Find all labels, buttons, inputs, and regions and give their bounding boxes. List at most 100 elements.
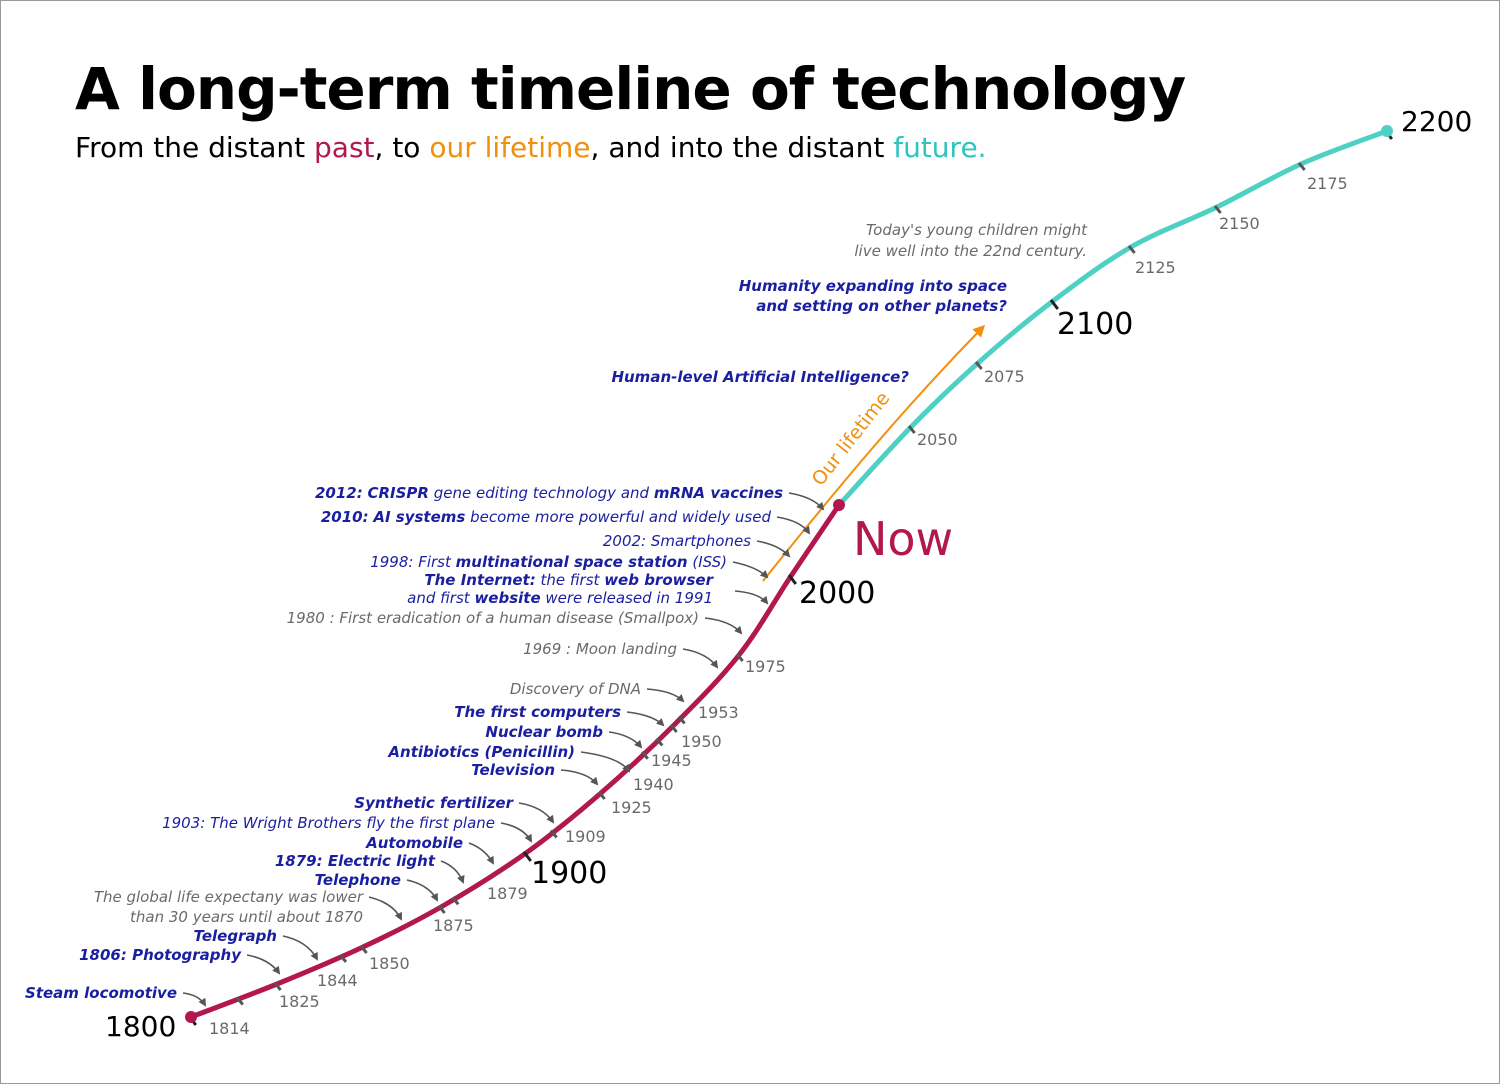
event-text: 1969 : Moon landing <box>523 640 677 658</box>
event-arrow <box>518 802 555 824</box>
event-text: than 30 years until about 1870 <box>130 908 363 926</box>
tick-2150 <box>1213 205 1222 214</box>
tick-1945 <box>655 737 664 747</box>
timeline-end-dot <box>1381 125 1393 137</box>
year-label-2200: 2200 <box>1401 105 1472 138</box>
year-label-2075: 2075 <box>984 367 1025 386</box>
tick-1879 <box>451 896 460 906</box>
event-arrow <box>246 954 281 975</box>
event-arrow <box>468 842 494 865</box>
event-1998-first-multinational-space-station-i: 1998: First multinational space station … <box>370 553 769 579</box>
event-text: 2010: AI systems become more powerful an… <box>321 508 772 526</box>
timeline-past-line <box>188 502 842 1020</box>
tick-2000 <box>787 574 797 585</box>
event-text: Discovery of DNA <box>510 680 641 698</box>
event-1806-photography: 1806: Photography <box>79 946 281 975</box>
event-text: Today's young children might <box>866 221 1088 239</box>
event-text: The global life expectany was lower <box>94 888 364 906</box>
event-arrow <box>282 935 318 961</box>
event-arrow <box>646 688 685 703</box>
year-label-2150: 2150 <box>1219 214 1260 233</box>
tick-1975 <box>735 653 744 662</box>
year-label-1844: 1844 <box>317 971 358 990</box>
event-arrow <box>406 879 438 902</box>
event-the-first-computers: The first computers <box>454 703 665 727</box>
event-arrow <box>734 590 769 605</box>
subtitle-part-2: , to <box>374 131 430 164</box>
year-label-1875: 1875 <box>433 916 474 935</box>
event-arrow <box>788 492 825 511</box>
event-text: Television <box>471 761 555 779</box>
year-label-1814: 1814 <box>209 1019 250 1038</box>
year-label-1825: 1825 <box>279 992 320 1011</box>
now-dot <box>833 499 845 511</box>
year-label-1900: 1900 <box>531 856 607 891</box>
year-label-2050: 2050 <box>917 430 958 449</box>
event-text: 1980 : First eradication of a human dise… <box>287 609 699 627</box>
event-text: 1903: The Wright Brothers fly the first … <box>162 814 495 832</box>
event-text: Human-level Artificial Intelligence? <box>611 368 909 386</box>
event-1903-the-wright-brothers-fly-the-first-p: 1903: The Wright Brothers fly the first … <box>162 814 532 843</box>
event-discovery-of-dna: Discovery of DNA <box>510 680 685 703</box>
event-arrow <box>560 769 599 786</box>
subtitle-future: future. <box>893 131 987 164</box>
event-1969-moon-landing: 1969 : Moon landing <box>523 640 719 669</box>
tick-1953 <box>677 715 686 725</box>
subtitle-past: past <box>314 131 375 164</box>
subtitle-part-1: From the distant <box>75 131 315 164</box>
year-label-1925: 1925 <box>611 798 652 817</box>
lifetime-arrow <box>762 324 986 582</box>
event-text: The Internet: the first web browser <box>424 571 714 589</box>
event-2010-ai-systems-become-more-powerful-and: 2010: AI systems become more powerful an… <box>321 508 811 535</box>
year-label-1879: 1879 <box>487 884 528 903</box>
year-label-1940: 1940 <box>633 775 674 794</box>
event-arrow <box>608 731 643 749</box>
year-label-1909: 1909 <box>565 827 606 846</box>
event-text: 2012: CRISPR gene editing technology and… <box>315 484 783 502</box>
event-text: live well into the 22nd century. <box>854 242 1087 260</box>
tick-1814 <box>235 996 244 1006</box>
event-the-global-life-expectany-was-lower: The global life expectany was lower than … <box>94 888 402 926</box>
tick-2125 <box>1127 245 1136 254</box>
year-label-2175: 2175 <box>1307 174 1348 193</box>
event-steam-locomotive: Steam locomotive <box>25 984 207 1007</box>
event-2012-crispr-gene-editing-technology-and-: 2012: CRISPR gene editing technology and… <box>315 484 825 511</box>
event-human-level-artificial-intelligence: Human-level Artificial Intelligence? <box>611 368 909 386</box>
event-text: Steam locomotive <box>25 984 177 1002</box>
event-text: 1806: Photography <box>79 946 242 964</box>
event-text: 1879: Electric light <box>275 852 436 870</box>
year-label-1850: 1850 <box>369 954 410 973</box>
tick-2175 <box>1297 162 1306 171</box>
year-label-1953: 1953 <box>698 703 739 722</box>
event-text: Automobile <box>365 834 463 852</box>
event-humanity-expanding-into-space: Humanity expanding into space and setting… <box>739 277 1008 315</box>
tick-2075 <box>974 361 983 370</box>
event-1980-first-eradication-of-a-human-diseas: 1980 : First eradication of a human dise… <box>287 609 743 635</box>
now-label: Now <box>853 512 953 566</box>
tick-1844 <box>339 953 348 963</box>
event-arrow <box>500 822 532 843</box>
tick-1900 <box>522 851 532 862</box>
year-label-2100: 2100 <box>1057 307 1133 342</box>
event-text: 2002: Smartphones <box>603 532 751 550</box>
event-text: Antibiotics (Penicillin) <box>387 743 575 761</box>
event-text: and setting on other planets? <box>756 297 1007 315</box>
tick-1950 <box>669 724 678 733</box>
event-text: Telephone <box>315 871 401 889</box>
tick-1875 <box>437 905 446 914</box>
event-arrow <box>682 648 719 669</box>
event-text: 1998: First multinational space station … <box>370 553 727 571</box>
event-nuclear-bomb: Nuclear bomb <box>485 723 643 749</box>
event-automobile: Automobile <box>365 834 494 865</box>
event-arrow <box>776 516 811 535</box>
year-label-1945: 1945 <box>651 751 692 770</box>
tick-1909 <box>549 829 558 839</box>
subtitle-lifetime: our lifetime <box>429 131 591 164</box>
event-text: Synthetic fertilizer <box>354 794 514 812</box>
event-arrow <box>440 860 465 884</box>
event-arrow <box>368 896 402 921</box>
year-label-1975: 1975 <box>745 657 786 676</box>
event-arrow <box>182 992 207 1007</box>
